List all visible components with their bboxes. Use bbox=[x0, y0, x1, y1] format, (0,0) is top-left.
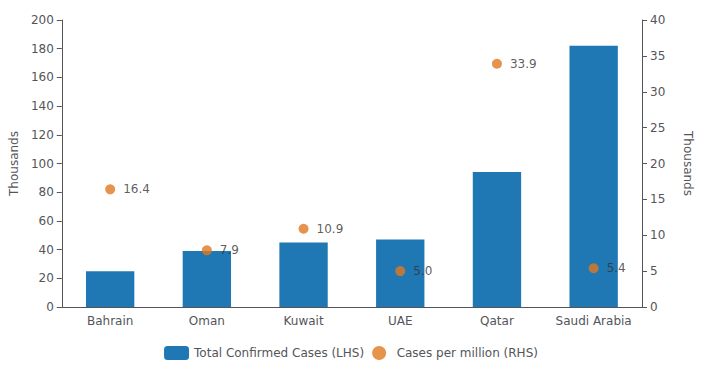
svg-text:20: 20 bbox=[39, 271, 54, 285]
svg-text:Qatar: Qatar bbox=[480, 314, 514, 328]
svg-text:80: 80 bbox=[39, 185, 54, 199]
svg-text:20: 20 bbox=[650, 157, 665, 171]
svg-text:120: 120 bbox=[31, 128, 54, 142]
svg-text:200: 200 bbox=[31, 13, 54, 27]
svg-text:60: 60 bbox=[39, 214, 54, 228]
svg-text:5: 5 bbox=[650, 264, 658, 278]
svg-text:40: 40 bbox=[650, 13, 665, 27]
svg-text:30: 30 bbox=[650, 85, 665, 99]
svg-text:7.9: 7.9 bbox=[220, 243, 239, 257]
svg-text:Thousands: Thousands bbox=[681, 130, 695, 196]
svg-text:16.4: 16.4 bbox=[123, 182, 150, 196]
svg-text:10: 10 bbox=[650, 228, 665, 242]
svg-text:15: 15 bbox=[650, 192, 665, 206]
svg-text:Kuwait: Kuwait bbox=[284, 314, 324, 328]
svg-text:Bahrain: Bahrain bbox=[87, 314, 133, 328]
svg-text:0: 0 bbox=[650, 300, 658, 314]
svg-text:25: 25 bbox=[650, 121, 665, 135]
svg-text:Total Confirmed Cases (LHS): Total Confirmed Cases (LHS) bbox=[193, 346, 364, 360]
svg-text:33.9: 33.9 bbox=[510, 57, 537, 71]
svg-text:100: 100 bbox=[31, 157, 54, 171]
svg-text:5.0: 5.0 bbox=[413, 264, 432, 278]
svg-text:180: 180 bbox=[31, 42, 54, 56]
svg-text:Thousands: Thousands bbox=[7, 131, 21, 197]
svg-text:10.9: 10.9 bbox=[317, 222, 344, 236]
svg-text:0: 0 bbox=[46, 300, 54, 314]
svg-text:5.4: 5.4 bbox=[607, 261, 626, 275]
svg-text:40: 40 bbox=[39, 243, 54, 257]
svg-text:Oman: Oman bbox=[189, 314, 225, 328]
svg-text:Cases per million (RHS): Cases per million (RHS) bbox=[397, 346, 538, 360]
svg-text:Saudi Arabia: Saudi Arabia bbox=[556, 314, 632, 328]
svg-text:140: 140 bbox=[31, 99, 54, 113]
svg-text:UAE: UAE bbox=[388, 314, 413, 328]
svg-text:160: 160 bbox=[31, 70, 54, 84]
svg-text:35: 35 bbox=[650, 49, 665, 63]
